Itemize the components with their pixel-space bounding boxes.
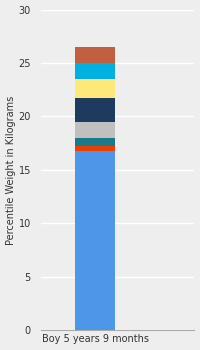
Bar	[75, 63, 115, 79]
Bar	[75, 98, 115, 122]
Bar	[75, 138, 115, 146]
Bar	[75, 79, 115, 98]
Y-axis label: Percentile Weight in Kilograms: Percentile Weight in Kilograms	[6, 95, 16, 245]
Bar	[75, 146, 115, 150]
Bar	[75, 150, 115, 330]
Bar	[75, 122, 115, 138]
Bar	[75, 47, 115, 63]
